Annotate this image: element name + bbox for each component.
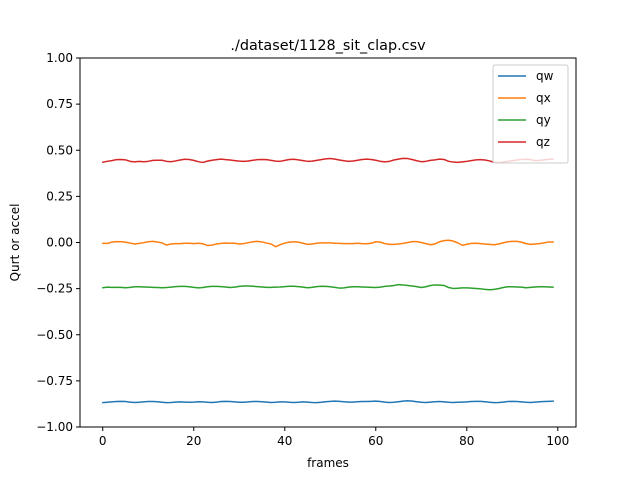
y-tick-label: 0.75 [46,97,73,111]
legend-label-qx: qx [536,91,551,105]
x-tick-label: 80 [459,434,474,448]
y-tick-label: −0.75 [36,374,73,388]
x-tick-label: 60 [368,434,383,448]
x-tick-label: 40 [277,434,292,448]
legend-label-qz: qz [536,135,550,149]
x-tick-label: 20 [186,434,201,448]
y-tick-label: 0.25 [46,189,73,203]
y-tick-label: 1.00 [46,51,73,65]
y-axis-label: Qurt or accel [8,204,22,282]
series-line-qx [102,239,554,248]
series-line-qz [102,157,554,164]
legend-box [492,64,569,164]
series-line-qy [102,283,554,291]
chart-title: ./dataset/1128_sit_clap.csv [230,38,426,54]
x-tick-label: 100 [546,434,569,448]
y-tick-label: 0.00 [46,236,73,250]
y-tick-label: 0.50 [46,143,73,157]
x-tick-label: 0 [99,434,107,448]
x-axis: 0 20 40 60 80 100 [99,427,569,448]
y-tick-label: −0.50 [36,328,73,342]
x-axis-label: frames [307,456,349,470]
legend: qw qx qy qz [492,64,569,164]
legend-label-qw: qw [536,69,554,83]
y-tick-label: −0.25 [36,282,73,296]
series-layer [102,157,554,404]
y-axis: −1.00 −0.75 −0.50 −0.25 0.00 0.25 0.50 0.75 1.00 [36,51,80,434]
y-tick-label: −1.00 [36,420,73,434]
legend-label-qy: qy [536,113,551,127]
series-line-qw [102,400,554,404]
